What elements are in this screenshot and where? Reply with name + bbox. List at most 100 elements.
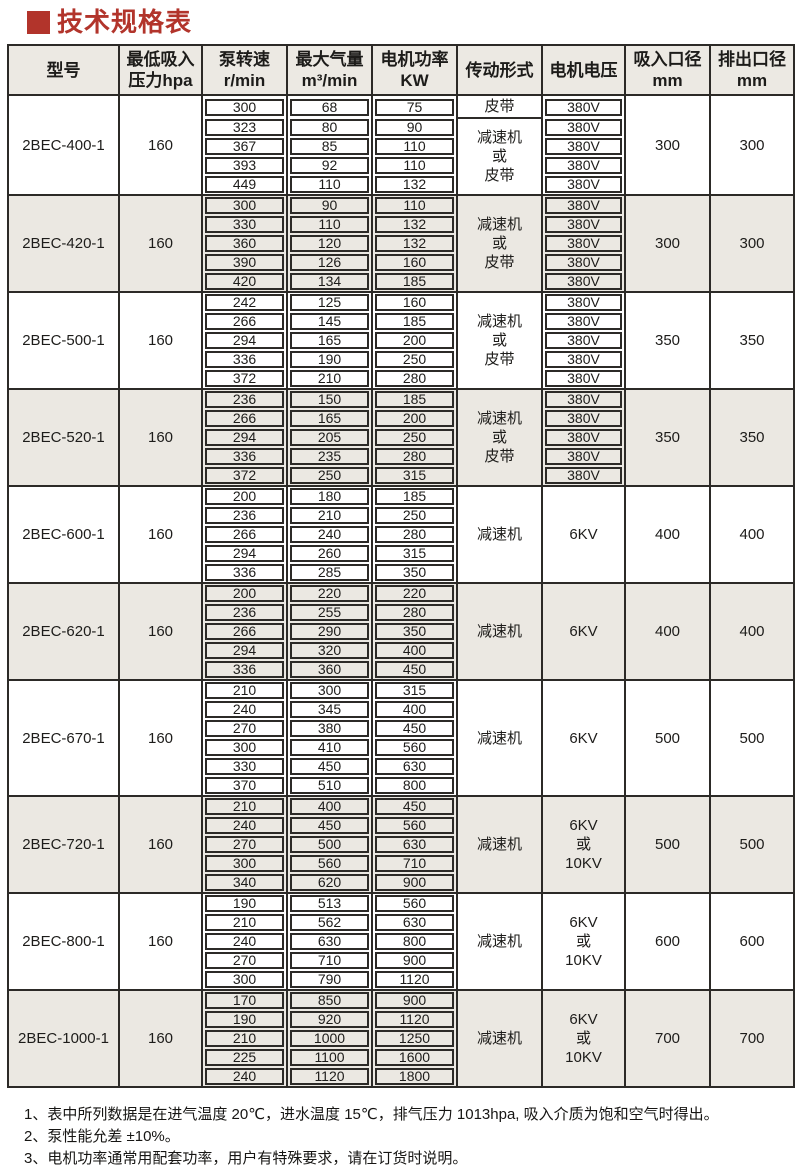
power-cell: 350 <box>371 622 458 641</box>
table-row: 2BEC-1000-1 160 170 850 900 减速机 6KV 或 10KV 700 700 <box>7 989 795 1088</box>
speed-cell: 266 <box>201 312 288 331</box>
speed-cell: 266 <box>201 622 288 641</box>
volume-cell: 150 <box>286 388 373 409</box>
power-cell: 280 <box>371 525 458 544</box>
volume-cell: 562 <box>286 913 373 932</box>
speed-cell: 236 <box>201 506 288 525</box>
table-row: 360 120 132 380V <box>8 234 794 253</box>
speed-cell: 370 <box>201 776 288 797</box>
volume-cell: 85 <box>286 137 373 156</box>
transmission-cell: 减速机 <box>456 795 543 894</box>
power-cell: 560 <box>371 816 458 835</box>
transmission-cell: 减速机 <box>456 679 543 797</box>
volume-cell: 290 <box>286 622 373 641</box>
pressure-cell: 160 <box>118 679 203 797</box>
spec-table-body: 2BEC-400-1 160 300 68 75 皮带 380V 300 300 323 80 90 减… <box>7 94 795 1088</box>
power-cell: 110 <box>371 194 458 215</box>
speed-cell: 372 <box>201 369 288 390</box>
speed-cell: 336 <box>201 447 288 466</box>
volume-cell: 710 <box>286 951 373 970</box>
table-row: 323 80 90 减速机或皮带 380V <box>8 117 794 196</box>
voltage-cell: 6KV <box>541 679 626 797</box>
speed-cell: 225 <box>201 1048 288 1067</box>
table-row: 370 510 800 <box>8 776 794 797</box>
voltage-cell: 6KV 或 10KV <box>541 989 626 1088</box>
speed-cell: 210 <box>201 913 288 932</box>
table-row: 2BEC-500-1 160 242 125 160 减速机或皮带 380V 350 350 <box>7 291 795 390</box>
table-row: 336 360 450 <box>8 660 794 681</box>
discharge-cell: 300 <box>709 94 795 196</box>
speed-cell: 266 <box>201 525 288 544</box>
speed-cell: 300 <box>201 94 288 118</box>
table-row: 294 320 400 <box>8 641 794 660</box>
transmission-cell: 减速机或皮带 <box>456 117 543 196</box>
voltage-cell: 380V <box>541 428 626 447</box>
discharge-cell: 500 <box>709 679 795 797</box>
pressure-cell: 160 <box>118 291 203 390</box>
power-cell: 560 <box>371 738 458 757</box>
volume-cell: 630 <box>286 932 373 951</box>
power-cell: 75 <box>371 94 458 118</box>
footnotes: 1、表中所列数据是在进气温度 20℃，进水温度 15℃，排气压力 1013hpa… <box>24 1104 800 1170</box>
pressure-cell: 160 <box>118 582 203 681</box>
volume-cell: 205 <box>286 428 373 447</box>
table-row: 240 1120 1800 <box>8 1067 794 1088</box>
table-row: 266 290 350 <box>8 622 794 641</box>
table-row: 236 210 250 <box>8 506 794 525</box>
table-row: 393 92 110 380V <box>8 156 794 175</box>
power-cell: 400 <box>371 641 458 660</box>
volume-cell: 68 <box>286 94 373 118</box>
pressure-cell: 160 <box>118 194 203 293</box>
voltage-cell: 6KV 或 10KV <box>541 892 626 991</box>
volume-cell: 1000 <box>286 1029 373 1048</box>
table-row: 2BEC-720-1 160 210 400 450 减速机 6KV 或 10KV 500 500 <box>7 795 795 894</box>
volume-cell: 210 <box>286 506 373 525</box>
power-cell: 280 <box>371 369 458 390</box>
power-cell: 400 <box>371 700 458 719</box>
speed-cell: 420 <box>201 272 288 293</box>
table-row: 210 562 630 <box>8 913 794 932</box>
table-row: 372 250 315 380V <box>8 466 794 487</box>
power-cell: 280 <box>371 603 458 622</box>
volume-cell: 500 <box>286 835 373 854</box>
speed-cell: 200 <box>201 582 288 603</box>
model-cell: 2BEC-400-1 <box>7 94 120 196</box>
table-row: 336 190 250 380V <box>8 350 794 369</box>
column-header: 最低吸入 压力hpa <box>118 44 203 96</box>
column-header: 电机功率 KW <box>371 44 458 96</box>
speed-cell: 200 <box>201 485 288 506</box>
power-cell: 630 <box>371 757 458 776</box>
volume-cell: 620 <box>286 873 373 894</box>
power-cell: 800 <box>371 932 458 951</box>
voltage-cell: 380V <box>541 215 626 234</box>
table-row: 2BEC-800-1 160 190 513 560 减速机 6KV 或 10KV 600 600 <box>7 892 795 991</box>
voltage-cell: 380V <box>541 388 626 409</box>
voltage-cell: 380V <box>541 194 626 215</box>
speed-cell: 266 <box>201 409 288 428</box>
voltage-cell: 380V <box>541 94 626 118</box>
table-row: 330 110 132 380V <box>8 215 794 234</box>
suction-cell: 500 <box>624 795 711 894</box>
power-cell: 185 <box>371 272 458 293</box>
column-header: 吸入口径 mm <box>624 44 711 96</box>
transmission-cell: 减速机 <box>456 989 543 1088</box>
column-header: 型号 <box>7 44 120 96</box>
table-row: 294 205 250 380V <box>8 428 794 447</box>
speed-cell: 323 <box>201 118 288 137</box>
suction-cell: 300 <box>624 94 711 196</box>
speed-cell: 294 <box>201 641 288 660</box>
voltage-cell: 380V <box>541 175 626 196</box>
table-row: 2BEC-520-1 160 236 150 185 减速机或皮带 380V 350 350 <box>7 388 795 487</box>
speed-cell: 336 <box>201 563 288 584</box>
speed-cell: 393 <box>201 156 288 175</box>
discharge-cell: 300 <box>709 194 795 293</box>
power-cell: 630 <box>371 913 458 932</box>
volume-cell: 380 <box>286 719 373 738</box>
voltage-cell: 380V <box>541 272 626 293</box>
title-square-icon <box>27 10 50 34</box>
volume-cell: 920 <box>286 1010 373 1029</box>
suction-cell: 600 <box>624 892 711 991</box>
power-cell: 250 <box>371 428 458 447</box>
volume-cell: 360 <box>286 660 373 681</box>
power-cell: 132 <box>371 215 458 234</box>
